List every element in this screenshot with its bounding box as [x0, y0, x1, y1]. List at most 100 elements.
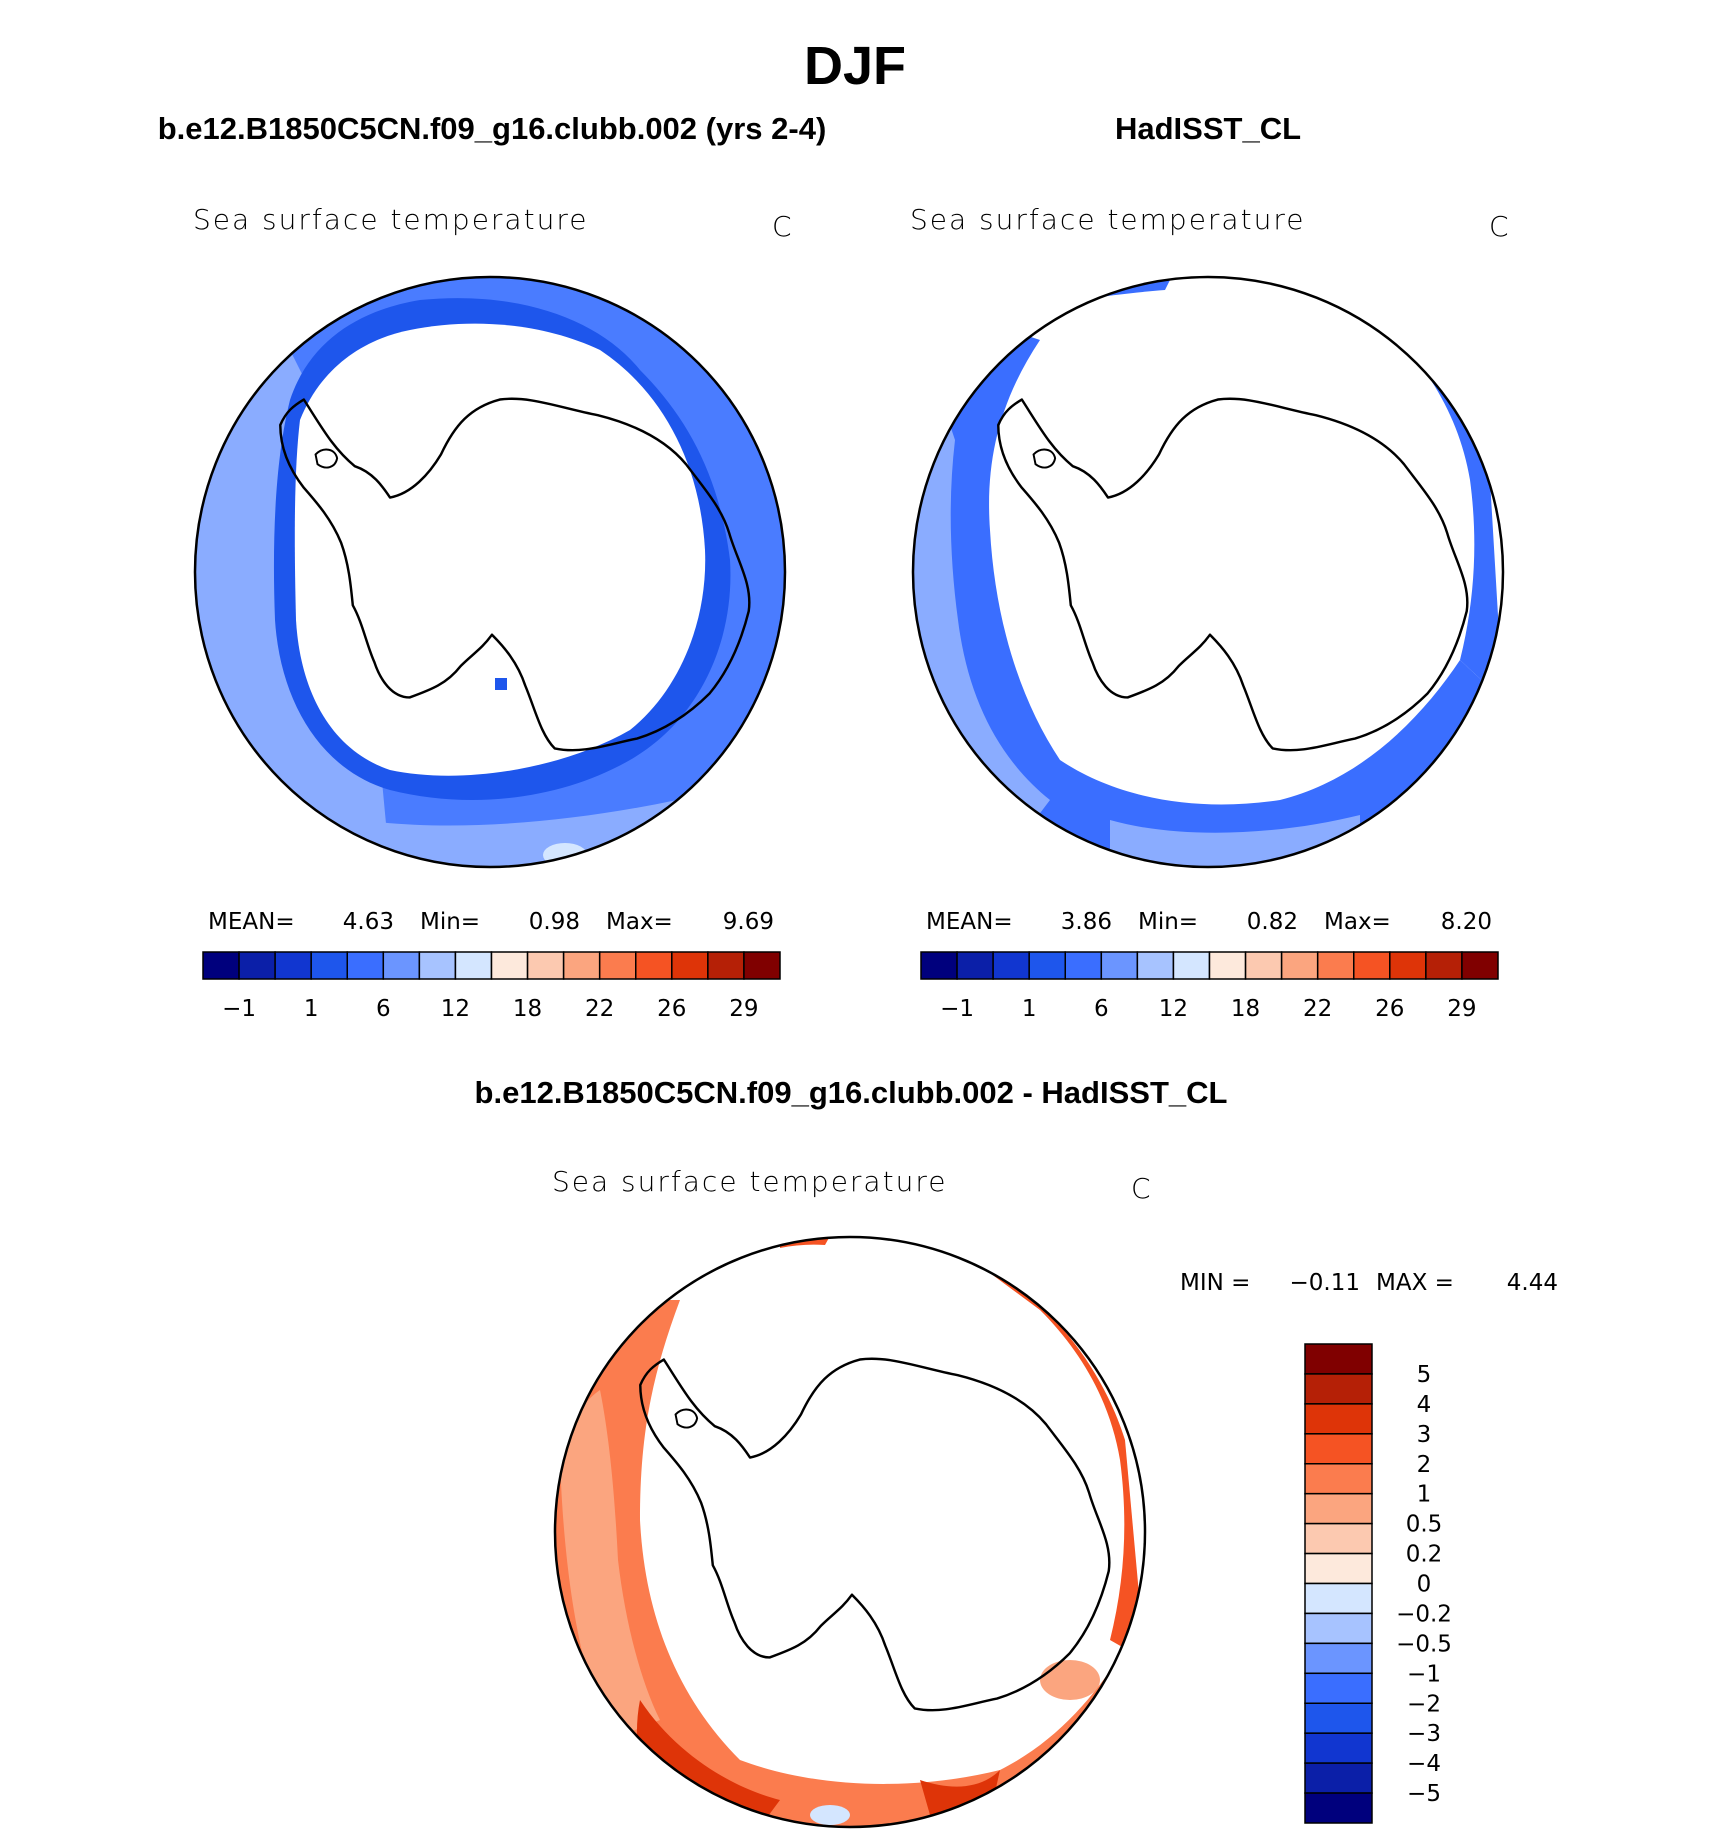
units-label: C [772, 210, 794, 243]
colorbar-box [1304, 1492, 1373, 1525]
map-boundary [193, 275, 787, 869]
panel-title: b.e12.B1850C5CN.f09_g16.clubb.002 (yrs 2… [158, 111, 827, 146]
field-label: Sea surface temperature [193, 203, 588, 236]
colorbar-box [1461, 951, 1499, 980]
mean-value: 4.63 [343, 909, 394, 935]
colorbar-box [454, 951, 493, 980]
max-value: 8.20 [1441, 909, 1492, 935]
colorbar-box [562, 951, 601, 980]
colorbar-box [956, 951, 994, 980]
colorbar-box [1304, 1642, 1373, 1675]
colorbar-tick-label: 29 [729, 996, 758, 1022]
colorbar-box [1304, 1702, 1373, 1734]
max-label: MAX = [1376, 1270, 1454, 1296]
colorbar-tick-label: −0.2 [1396, 1601, 1452, 1627]
colorbar-box [1304, 1343, 1373, 1375]
colorbar-box [310, 951, 348, 980]
colorbar-box [1316, 951, 1355, 980]
colorbar-box [920, 951, 958, 980]
stats-line: MEAN= 3.86 Min= 0.82 Max= 8.20 [926, 909, 1492, 935]
map-field [913, 277, 1503, 867]
panel-title: b.e12.B1850C5CN.f09_g16.clubb.002 - HadI… [475, 1075, 1228, 1110]
colorbar-tick-label: 29 [1447, 996, 1476, 1022]
map-field [555, 1237, 1145, 1827]
colorbar-box [1425, 951, 1463, 980]
colorbar-tick-label: −2 [1407, 1691, 1441, 1717]
mean-label: MEAN= [208, 909, 295, 935]
min-label: Min= [420, 909, 480, 935]
min-label: Min= [1138, 909, 1198, 935]
colorbar-tick-label: −1 [222, 996, 256, 1022]
colorbar-box [526, 951, 565, 980]
colorbar-box [1304, 1672, 1373, 1704]
max-label: Max= [1324, 909, 1391, 935]
colorbar-box [1304, 1732, 1373, 1764]
colorbar-box [1304, 1612, 1373, 1645]
colorbar-box [274, 951, 312, 980]
min-value: 0.82 [1247, 909, 1298, 935]
colorbar-box [1304, 1433, 1373, 1465]
colorbar-tick-label: 4 [1417, 1392, 1432, 1418]
colorbar-tick-label: −1 [1407, 1661, 1441, 1687]
mean-label: MEAN= [926, 909, 1013, 935]
stats-line: MEAN= 4.63 Min= 0.98 Max= 9.69 [208, 909, 774, 935]
colorbar-box [635, 951, 673, 980]
colorbar-tick-label: 1 [1022, 996, 1037, 1022]
map-boundary [553, 1235, 1147, 1829]
field-label: Sea surface temperature [552, 1165, 947, 1198]
colorbar-box [418, 951, 457, 980]
map-field [195, 277, 785, 867]
field-label: Sea surface temperature [910, 203, 1305, 236]
stats-line: MIN = −0.11 MAX = 4.44 [1180, 1270, 1558, 1296]
colorbar-box [1100, 951, 1139, 980]
units-label: C [1131, 1172, 1153, 1205]
colorbar-tick-label: 12 [1159, 996, 1188, 1022]
colorbar-box [992, 951, 1030, 980]
colorbar-tick-label: 22 [585, 996, 614, 1022]
colorbar-box [490, 951, 529, 980]
colorbar-box [1304, 1373, 1373, 1405]
min-value: 0.98 [529, 909, 580, 935]
colorbar-tick-label: −3 [1407, 1721, 1441, 1747]
colorbar-tick-label: 0.2 [1406, 1542, 1443, 1568]
colorbar-tick-label: 1 [304, 996, 319, 1022]
colorbar-tick-label: 3 [1417, 1422, 1432, 1448]
colorbar-tick-label: −4 [1407, 1751, 1441, 1777]
colorbar: 5 4 3 2 1 0.5 0.2 0 −0.2 −0.5 −1 −2 −3 −4 −5 [1304, 1343, 1452, 1824]
colorbar-box [707, 951, 745, 980]
colorbar-box [1304, 1463, 1373, 1495]
colorbar-box [1028, 951, 1066, 980]
colorbar-box [743, 951, 781, 980]
colorbar-box [1136, 951, 1175, 980]
panel-difference: b.e12.B1850C5CN.f09_g16.clubb.002 - HadI… [475, 1075, 1558, 1829]
colorbar-tick-label: −1 [940, 996, 974, 1022]
colorbar: −1 1 6 12 18 22 26 29 [202, 951, 781, 1022]
max-value: 9.69 [723, 909, 774, 935]
colorbar-box [1304, 1552, 1373, 1585]
colorbar-tick-label: 0 [1417, 1572, 1432, 1598]
colorbar-box [1304, 1582, 1373, 1615]
colorbar-tick-label: 18 [513, 996, 542, 1022]
colorbar-box [238, 951, 276, 980]
colorbar-box [1304, 1403, 1373, 1435]
colorbar-box [1304, 1762, 1373, 1794]
min-value: −0.11 [1290, 1270, 1360, 1296]
panel-title: HadISST_CL [1115, 111, 1301, 146]
max-value: 4.44 [1507, 1270, 1558, 1296]
units-label: C [1489, 210, 1511, 243]
colorbar-box [382, 951, 421, 980]
colorbar-tick-label: −5 [1407, 1781, 1441, 1807]
colorbar-box [1353, 951, 1391, 980]
colorbar-box [1208, 951, 1247, 980]
colorbar-tick-label: 22 [1303, 996, 1332, 1022]
colorbar-box [1064, 951, 1103, 980]
mean-value: 3.86 [1061, 909, 1112, 935]
colorbar-box [1304, 1792, 1373, 1824]
colorbar-box [1280, 951, 1319, 980]
colorbar-box [598, 951, 637, 980]
colorbar-box [1389, 951, 1427, 980]
colorbar-tick-label: 26 [1375, 996, 1404, 1022]
colorbar-box [1244, 951, 1283, 980]
colorbar-tick-label: 26 [657, 996, 686, 1022]
